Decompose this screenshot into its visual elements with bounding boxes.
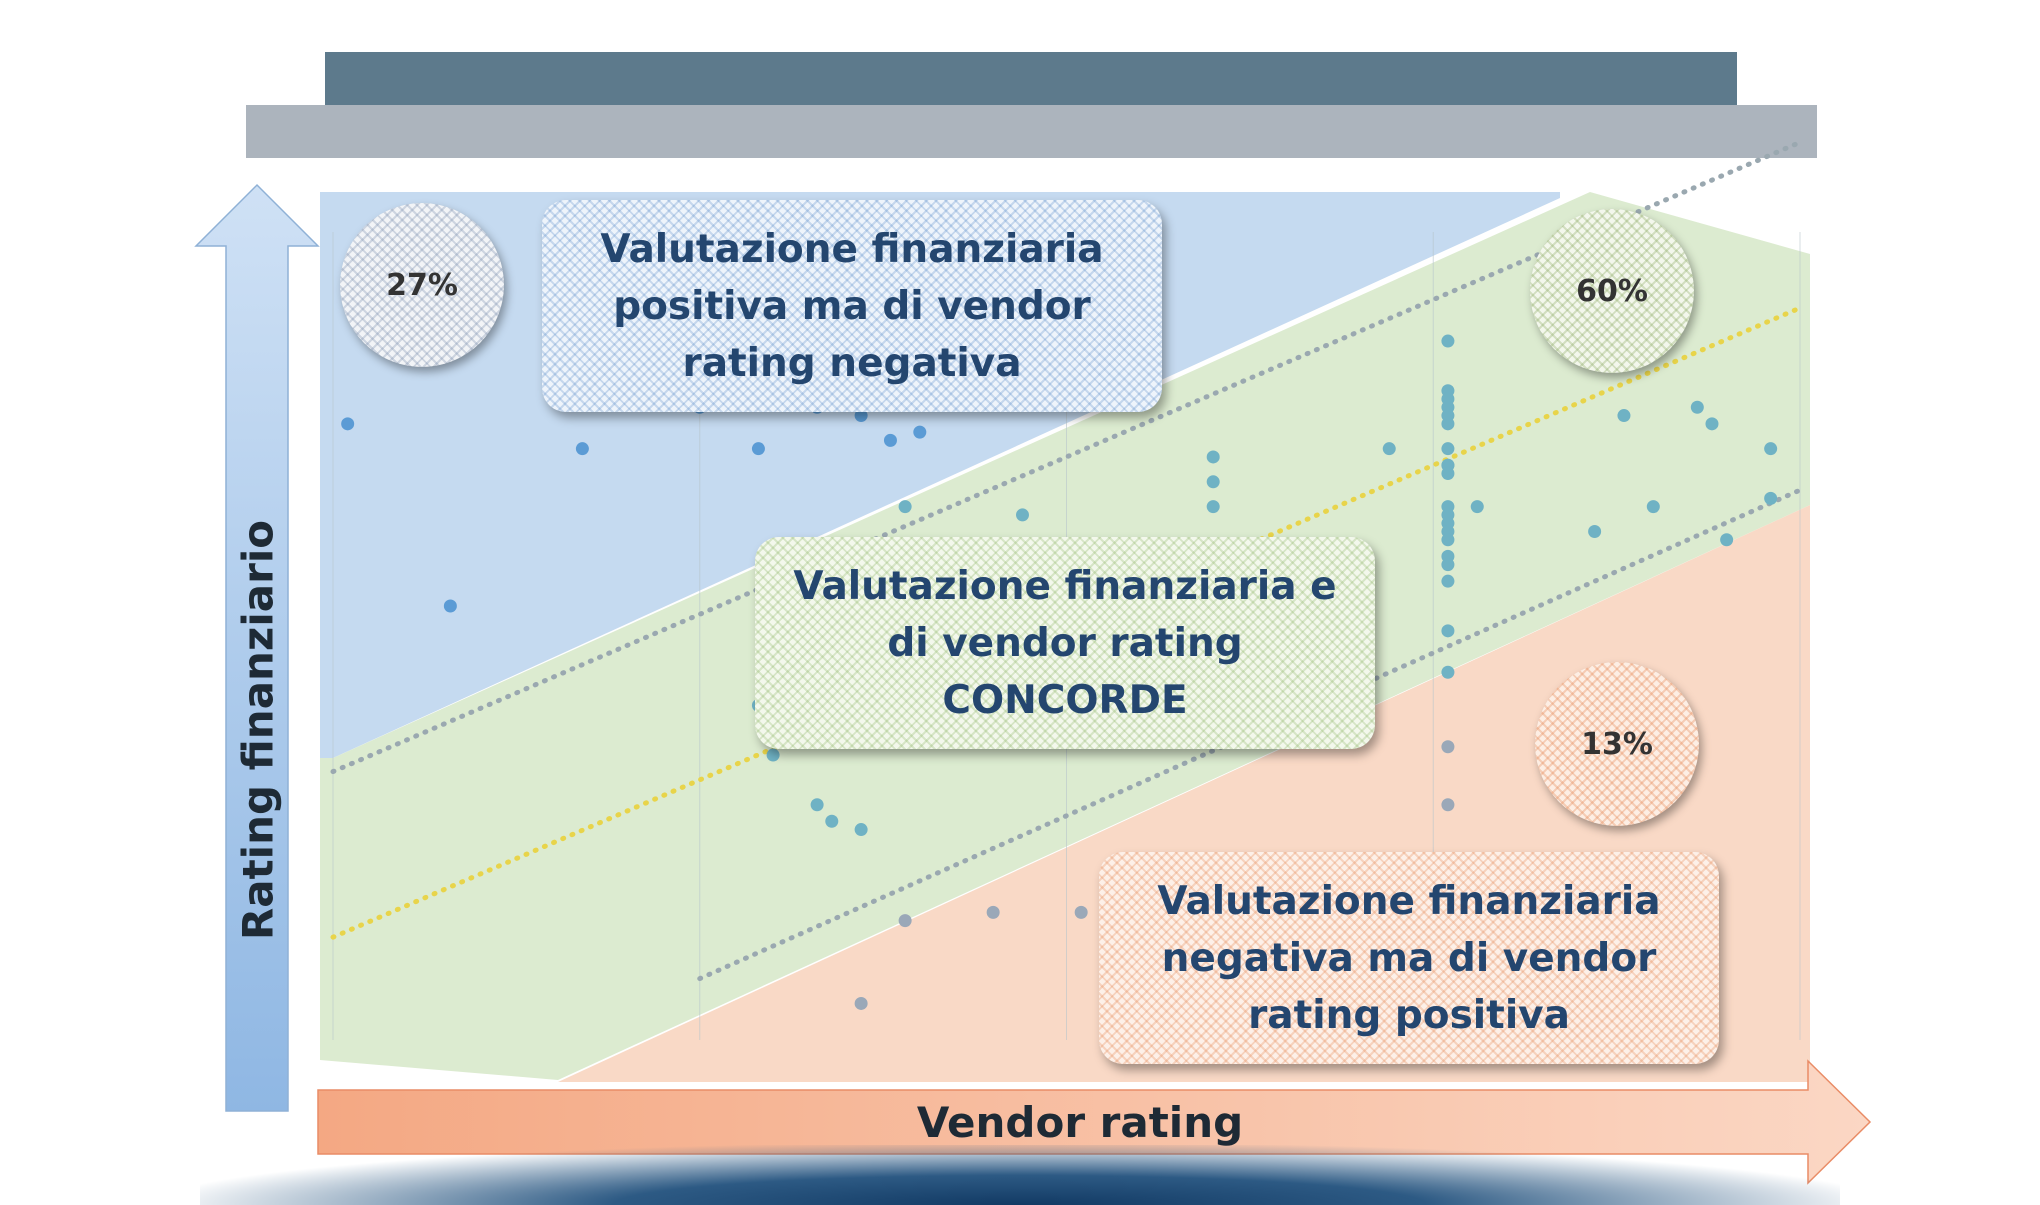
data-point	[766, 748, 780, 762]
data-point	[1206, 500, 1220, 514]
data-point	[1720, 533, 1734, 547]
data-point	[810, 798, 824, 812]
data-point	[751, 698, 765, 712]
data-point	[751, 442, 765, 456]
y-axis-arrow	[194, 183, 320, 1112]
percentage-badge-green: 60%	[1530, 209, 1694, 373]
percentage-badge-orange: 13%	[1535, 662, 1699, 826]
data-point	[913, 425, 927, 439]
data-point	[1617, 409, 1631, 423]
data-point	[1588, 524, 1602, 538]
data-point	[1441, 442, 1455, 456]
data-point	[898, 914, 912, 928]
data-point	[1441, 740, 1455, 754]
data-point	[1015, 508, 1029, 522]
region-label-blue: Valutazione finanziaria positiva ma di v…	[542, 200, 1162, 412]
bottom-glow	[200, 1145, 1840, 1205]
data-point	[854, 996, 868, 1010]
data-point	[1441, 624, 1455, 638]
data-point	[854, 409, 868, 423]
data-point	[898, 500, 912, 514]
data-point	[1441, 334, 1455, 348]
data-point	[1074, 905, 1088, 919]
data-point	[854, 823, 868, 837]
data-point	[1646, 500, 1660, 514]
data-point	[986, 905, 1000, 919]
data-point	[1441, 467, 1455, 481]
data-point	[1441, 558, 1455, 572]
data-point	[1764, 491, 1778, 505]
data-point	[1690, 400, 1704, 414]
data-point	[1206, 475, 1220, 489]
data-point	[1441, 798, 1455, 812]
data-point	[1441, 417, 1455, 431]
data-point	[1764, 442, 1778, 456]
data-point	[1382, 442, 1396, 456]
data-point	[1441, 533, 1455, 547]
data-point	[1441, 574, 1455, 588]
data-point	[575, 442, 589, 456]
percentage-badge-blue: 27%	[340, 203, 504, 367]
data-point	[1206, 450, 1220, 464]
data-point	[1705, 417, 1719, 431]
data-point	[883, 433, 897, 447]
data-point	[1441, 665, 1455, 679]
data-point	[443, 599, 457, 613]
data-point	[766, 731, 780, 745]
x-axis-label: Vendor rating	[916, 1097, 1244, 1147]
data-point	[825, 814, 839, 828]
header-bar-light	[246, 105, 1817, 158]
data-point	[341, 417, 355, 431]
header-bar-dark	[325, 52, 1737, 105]
region-label-green: Valutazione finanziaria e di vendor rati…	[755, 537, 1375, 749]
data-point	[1470, 500, 1484, 514]
region-label-orange: Valutazione finanziaria negativa ma di v…	[1099, 852, 1719, 1064]
